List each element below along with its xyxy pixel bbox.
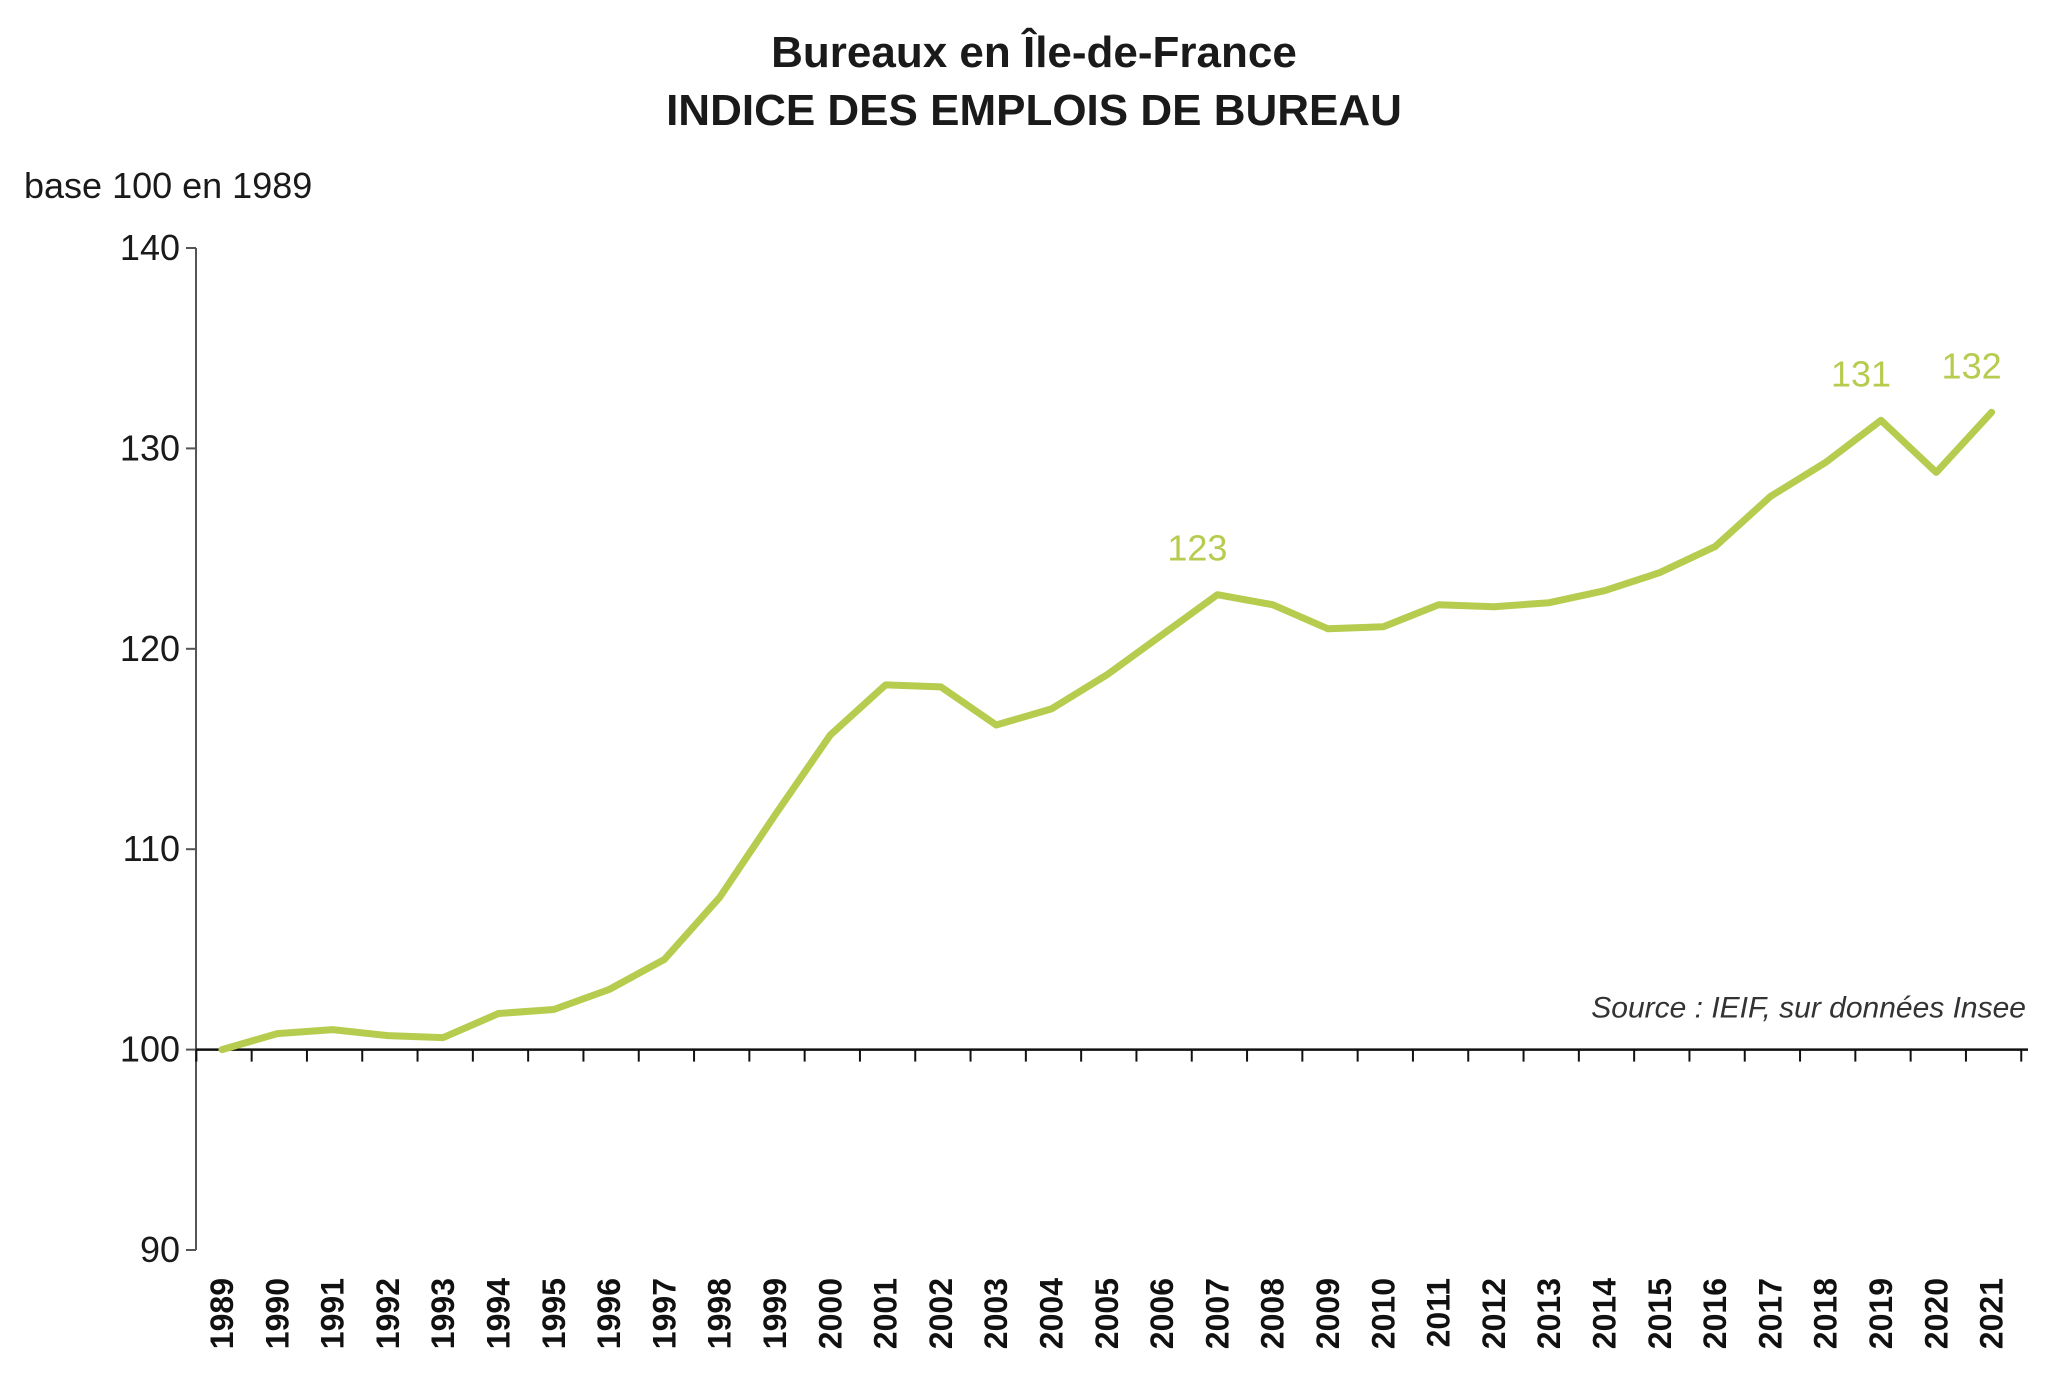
data-label: 132 <box>1942 345 2002 386</box>
y-tick-label: 130 <box>120 427 180 468</box>
x-tick-label: 2000 <box>812 1278 848 1349</box>
x-tick-label: 1997 <box>646 1278 682 1349</box>
data-point <box>276 1033 278 1035</box>
source-note: Source : IEIF, sur données Insee <box>1591 992 2026 1025</box>
data-point <box>221 1049 223 1051</box>
x-tick-label: 2006 <box>1144 1278 1180 1349</box>
x-tick-label: 2014 <box>1587 1278 1623 1349</box>
data-point <box>1991 411 1993 413</box>
x-tick-label: 1995 <box>536 1278 572 1349</box>
data-point <box>498 1013 499 1015</box>
x-tick-label: 2017 <box>1752 1278 1788 1349</box>
x-tick-label: 1992 <box>370 1278 406 1349</box>
data-point <box>829 734 831 736</box>
data-point <box>553 1009 555 1011</box>
x-tick-label: 2021 <box>1974 1278 2010 1349</box>
x-tick-label: 2020 <box>1918 1278 1954 1349</box>
data-point <box>1714 546 1716 548</box>
data-point <box>442 1037 444 1039</box>
x-tick-label: 2018 <box>1808 1278 1844 1349</box>
x-tick-label: 2009 <box>1310 1278 1346 1349</box>
x-tick-label: 1999 <box>757 1278 793 1349</box>
x-tick-label: 2010 <box>1365 1278 1401 1349</box>
x-tick-label: 1991 <box>315 1278 351 1349</box>
data-point <box>1604 590 1605 592</box>
x-tick-label: 2019 <box>1863 1278 1899 1349</box>
data-point <box>1548 602 1550 604</box>
data-point <box>885 684 887 686</box>
series-layer <box>218 408 1996 1054</box>
x-tick-label: 2004 <box>1034 1278 1070 1349</box>
data-point <box>1880 419 1882 421</box>
x-tick-label: 2001 <box>868 1278 904 1349</box>
series-line <box>218 408 1996 1054</box>
y-tick-label: 100 <box>120 1029 180 1070</box>
data-point <box>1216 594 1218 596</box>
y-axis-label: base 100 en 1989 <box>24 165 313 206</box>
data-point <box>663 958 665 960</box>
data-point <box>1493 606 1495 608</box>
data-point <box>1272 604 1274 606</box>
data-point <box>995 724 997 726</box>
data-point <box>1769 495 1771 497</box>
data-point <box>1438 604 1440 606</box>
data-point <box>332 1029 334 1031</box>
data-point <box>940 686 942 688</box>
x-tick-label: 1998 <box>702 1278 738 1349</box>
chart-title: Bureaux en Île-de-France <box>771 28 1297 77</box>
data-label: 131 <box>1831 353 1891 394</box>
x-tick-label: 2012 <box>1476 1278 1512 1349</box>
data-point <box>1327 628 1329 630</box>
data-point <box>1161 634 1163 636</box>
data-point <box>1051 708 1052 710</box>
x-tick-label: 2003 <box>978 1278 1014 1349</box>
x-tick-label: 1994 <box>481 1278 517 1349</box>
data-point <box>387 1035 389 1037</box>
x-tick-label: 1990 <box>259 1278 295 1349</box>
y-tick-label: 120 <box>120 628 180 669</box>
x-tick-label: 2007 <box>1199 1278 1235 1349</box>
chart-subtitle: INDICE DES EMPLOIS DE BUREAU <box>666 86 1402 135</box>
x-tick-label: 2002 <box>923 1278 959 1349</box>
y-tick-label: 90 <box>140 1229 180 1270</box>
x-tick-label: 1993 <box>425 1278 461 1349</box>
data-point <box>1106 674 1108 676</box>
data-point <box>719 896 721 898</box>
chart-axes <box>195 248 2028 1250</box>
y-tick-label: 140 <box>120 227 180 268</box>
x-tick-label: 1989 <box>204 1278 240 1349</box>
x-tick-label: 2005 <box>1089 1278 1125 1349</box>
data-point <box>1935 471 1937 473</box>
x-tick-label: 1996 <box>591 1278 627 1349</box>
x-axis-ticks: 1989 1990 1991 1992 1993 1994 1995 1996 1997 1998… <box>195 1049 2023 1349</box>
data-point <box>1659 572 1661 574</box>
x-tick-label: 2008 <box>1255 1278 1291 1349</box>
data-point <box>774 814 776 816</box>
data-labels: 123 131 132 <box>1167 345 2001 568</box>
data-point <box>608 988 610 990</box>
data-label: 123 <box>1167 528 1227 569</box>
y-tick-label: 110 <box>123 828 180 869</box>
x-tick-label: 2013 <box>1531 1278 1567 1349</box>
x-tick-label: 2015 <box>1642 1278 1678 1349</box>
data-point <box>1382 626 1384 628</box>
x-tick-label: 2011 <box>1421 1278 1457 1347</box>
data-point <box>1825 461 1827 463</box>
x-tick-label: 2016 <box>1697 1278 1733 1349</box>
y-axis-ticks: 90 100 110 120 130 140 <box>120 227 196 1270</box>
